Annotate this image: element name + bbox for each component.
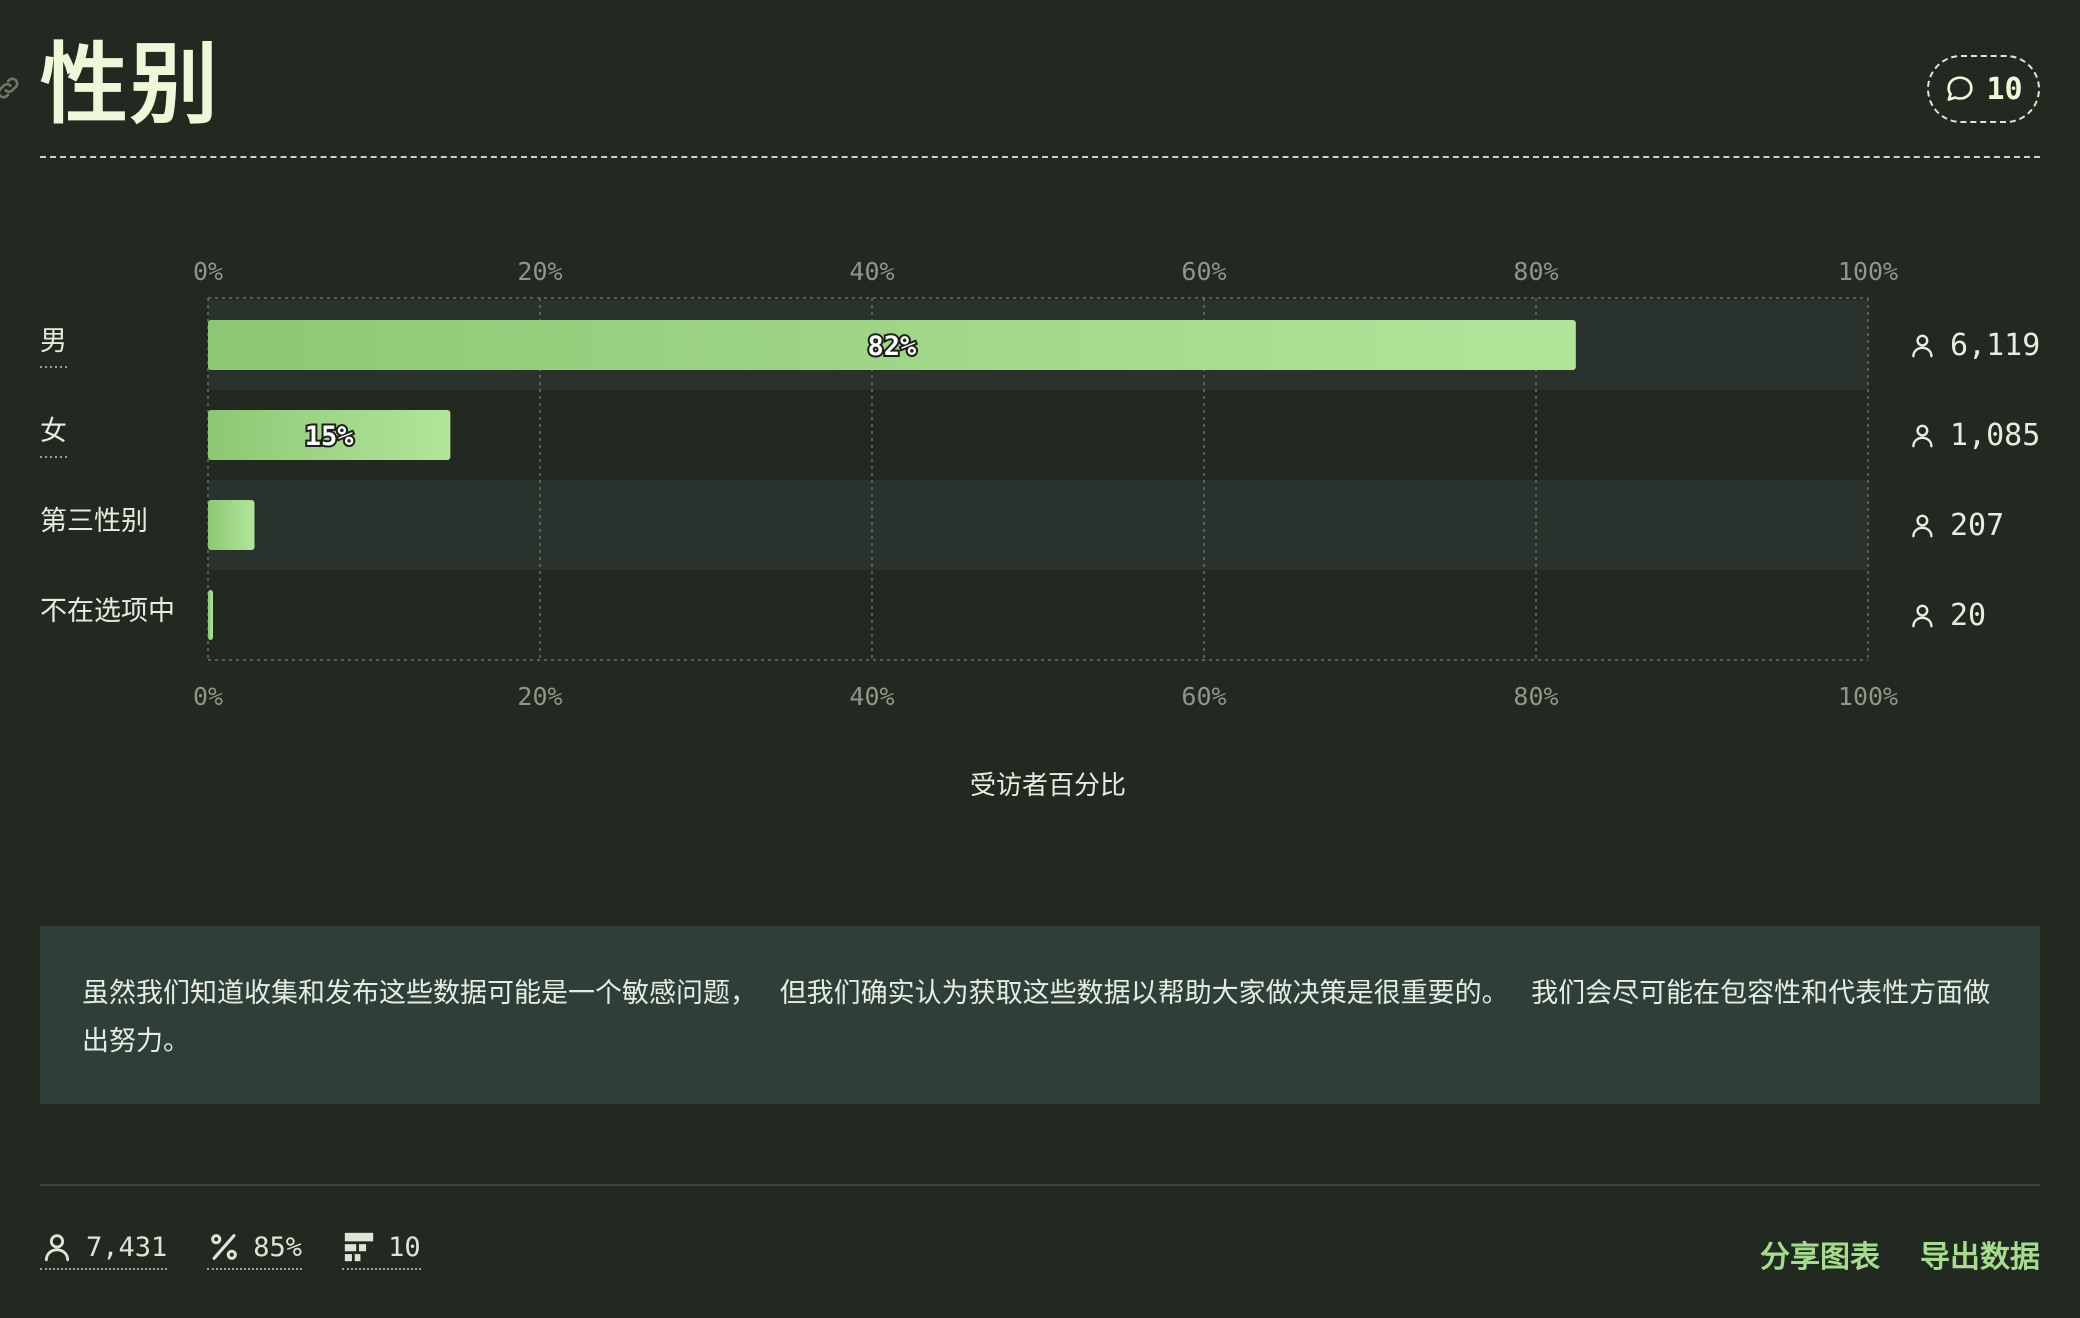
respondent-count: 207 (1950, 508, 2004, 543)
privacy-notice: 虽然我们知道收集和发布这些数据可能是一个敏感问题， 但我们确实认为获取这些数据以… (40, 926, 2040, 1104)
footer-actions: 分享图表 导出数据 (1760, 1232, 2040, 1276)
person-icon (1912, 514, 1933, 538)
respondent-count: 6,119 (1950, 328, 2040, 363)
bar-chart: 0% 0% 20% 20% 40% 40% 60% 60% 80% 80% 100% 100% 82% 男… (40, 257, 2040, 711)
x-tick-label-bottom: 0% (193, 682, 223, 711)
respondents-value: 7,431 (86, 1231, 168, 1263)
export-data-link[interactable]: 导出数据 (1920, 1240, 2040, 1275)
comments-button[interactable]: 10 (1927, 55, 2040, 123)
x-tick-label-bottom: 100% (1838, 682, 1898, 711)
footer-stats: 7,431 85% 10 (40, 1230, 421, 1270)
completion-stat[interactable]: 85% (207, 1230, 303, 1270)
category-label: 男 (40, 326, 67, 357)
footer-divider (40, 1184, 2040, 1186)
percent-icon (211, 1234, 238, 1260)
person-icon (1912, 424, 1933, 448)
comment-count: 10 (1986, 71, 2023, 107)
page-title: 性别 (40, 33, 221, 136)
bar (208, 410, 451, 460)
bar (208, 590, 213, 640)
x-tick-label-bottom: 20% (517, 682, 562, 711)
title-divider (40, 156, 2040, 158)
x-tick-label-bottom: 80% (1513, 682, 1558, 711)
bar-data-label: 82% (868, 331, 918, 362)
row-background (208, 480, 1868, 570)
person-icon (1912, 604, 1933, 628)
bar (208, 500, 255, 550)
person-icon (1912, 334, 1933, 358)
x-tick-label-top: 60% (1181, 257, 1226, 286)
respondent-count: 1,085 (1950, 418, 2040, 453)
questions-stat[interactable]: 10 (342, 1230, 421, 1270)
x-tick-label-top: 80% (1513, 257, 1558, 286)
comment-icon (1947, 76, 1974, 101)
x-tick-label-top: 40% (849, 257, 894, 286)
completion-value: 85% (253, 1231, 303, 1263)
respondents-stat[interactable]: 7,431 (40, 1230, 168, 1270)
x-tick-label-bottom: 40% (849, 682, 894, 711)
questions-icon (344, 1232, 374, 1262)
x-tick-label-bottom: 60% (1181, 682, 1226, 711)
x-tick-label-top: 20% (517, 257, 562, 286)
questions-value: 10 (388, 1231, 421, 1263)
bar-data-label: 15% (305, 421, 355, 452)
link-icon[interactable] (0, 74, 22, 102)
respondent-count: 20 (1950, 598, 1986, 633)
x-tick-label-top: 100% (1838, 257, 1898, 286)
category-label: 第三性别 (40, 506, 148, 537)
person-icon (44, 1234, 70, 1262)
share-chart-link[interactable]: 分享图表 (1760, 1240, 1880, 1275)
bar (208, 320, 1576, 370)
x-tick-label-top: 0% (193, 257, 223, 286)
category-label: 女 (40, 416, 67, 447)
category-label: 不在选项中 (40, 596, 175, 627)
x-axis-title: 受访者百分比 (969, 771, 1126, 801)
